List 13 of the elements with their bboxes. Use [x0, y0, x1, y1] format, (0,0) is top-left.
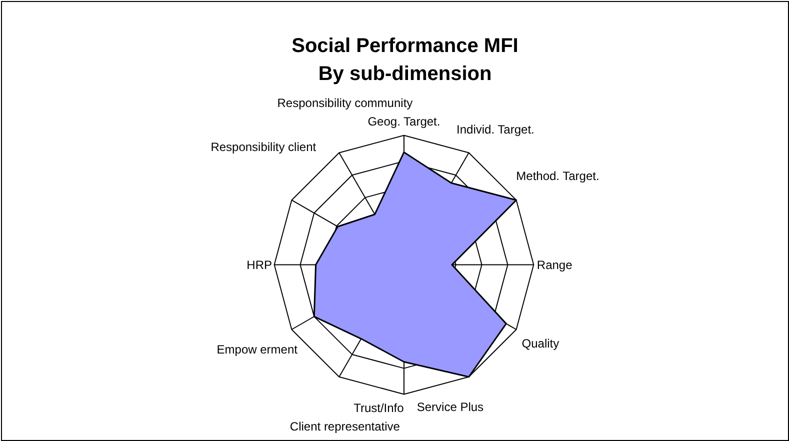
- spoke-label: Client representative: [290, 420, 400, 434]
- spoke-label: Trust/Info: [354, 400, 404, 415]
- spoke-label: Responsibility community: [277, 96, 413, 110]
- spoke-label: HRP: [246, 258, 272, 272]
- chart-title: Social Performance MFI By sub-dimension: [292, 35, 518, 85]
- spoke-label: Quality: [522, 336, 560, 350]
- spoke-label: Responsibility client: [210, 140, 317, 154]
- spoke-label: Individ. Target.: [456, 122, 534, 136]
- spoke-label: Range: [536, 258, 573, 272]
- spoke-label: Service Plus: [416, 400, 484, 414]
- spoke-label: Geog. Target.: [368, 114, 440, 128]
- spoke-label: Method. Target.: [516, 169, 600, 184]
- spoke-label: Empow erment: [216, 342, 298, 356]
